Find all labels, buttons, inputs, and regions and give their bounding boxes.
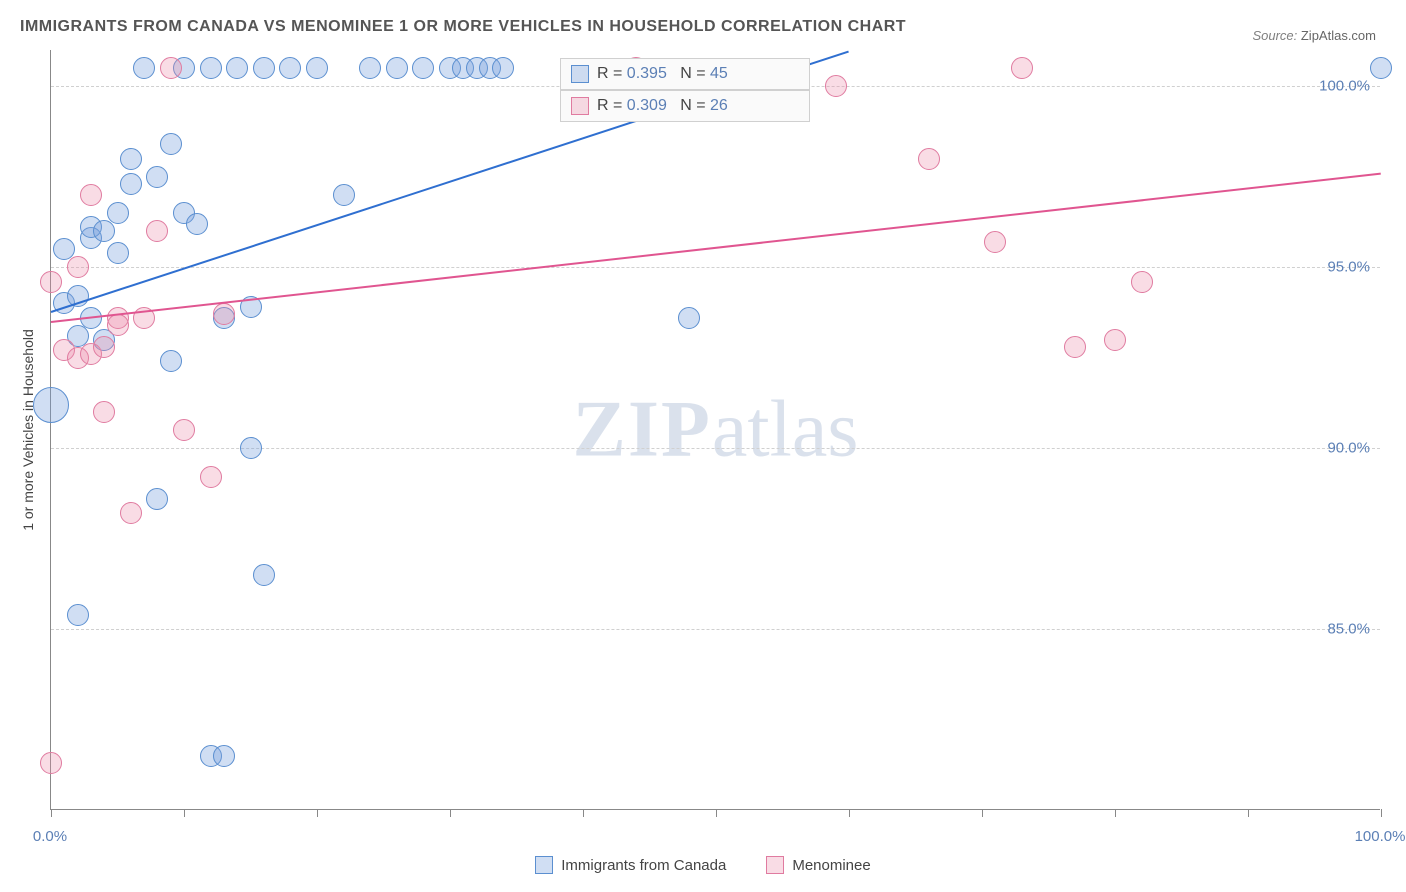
scatter-point [33,387,69,423]
info-text: R = 0.309 N = 26 [597,97,728,115]
scatter-point [1064,336,1086,358]
scatter-point [678,307,700,329]
watermark-atlas: atlas [712,385,859,473]
info-box: R = 0.395 N = 45 [560,58,810,90]
source-value: ZipAtlas.com [1301,28,1376,43]
scatter-point [120,502,142,524]
scatter-point [67,256,89,278]
x-tick [1381,809,1382,817]
scatter-point [173,419,195,441]
scatter-point [984,231,1006,253]
scatter-point [107,202,129,224]
scatter-point [200,57,222,79]
x-tick-label: 0.0% [33,828,67,845]
info-box: R = 0.309 N = 26 [560,90,810,122]
legend-item-canada: Immigrants from Canada [535,856,726,874]
y-axis-label: 1 or more Vehicles in Household [20,329,36,531]
scatter-point [146,220,168,242]
x-tick-label: 100.0% [1355,828,1406,845]
scatter-point [226,57,248,79]
x-tick [1248,809,1249,817]
scatter-point [93,336,115,358]
scatter-point [80,184,102,206]
scatter-point [306,57,328,79]
scatter-point [386,57,408,79]
gridline-h [51,629,1380,630]
source-attribution: Source: ZipAtlas.com [1252,28,1376,43]
scatter-point [40,271,62,293]
scatter-point [200,466,222,488]
x-tick [716,809,717,817]
legend-label-menominee: Menominee [792,857,870,874]
scatter-point [160,57,182,79]
scatter-point [412,57,434,79]
scatter-point [825,75,847,97]
y-tick-label: 85.0% [1327,621,1370,638]
bottom-legend: Immigrants from Canada Menominee [0,856,1406,874]
info-text: R = 0.395 N = 45 [597,65,728,83]
scatter-point [67,604,89,626]
scatter-point [107,314,129,336]
info-swatch [571,97,589,115]
info-swatch [571,65,589,83]
legend-swatch-menominee [766,856,784,874]
scatter-point [253,564,275,586]
scatter-point [93,401,115,423]
scatter-point [213,745,235,767]
scatter-point [133,57,155,79]
scatter-point [918,148,940,170]
x-tick [583,809,584,817]
scatter-point [1370,57,1392,79]
scatter-point [492,57,514,79]
scatter-point [279,57,301,79]
scatter-point [1104,329,1126,351]
x-tick [317,809,318,817]
scatter-point [1131,271,1153,293]
scatter-point [1011,57,1033,79]
x-tick [51,809,52,817]
legend-label-canada: Immigrants from Canada [561,857,726,874]
x-tick [982,809,983,817]
x-tick [184,809,185,817]
scatter-point [253,57,275,79]
scatter-point [146,166,168,188]
x-tick [849,809,850,817]
scatter-point [93,220,115,242]
plot-area: ZIPatlas 85.0% 90.0% 95.0% 100.0% [50,50,1380,810]
scatter-point [120,173,142,195]
watermark-zip: ZIP [573,385,712,473]
scatter-point [146,488,168,510]
legend-item-menominee: Menominee [766,856,870,874]
scatter-point [40,752,62,774]
scatter-point [120,148,142,170]
watermark: ZIPatlas [573,384,859,475]
x-tick [450,809,451,817]
scatter-point [160,350,182,372]
scatter-point [160,133,182,155]
scatter-point [333,184,355,206]
scatter-point [213,303,235,325]
source-label: Source: [1252,28,1300,43]
gridline-h [51,267,1380,268]
chart-title: IMMIGRANTS FROM CANADA VS MENOMINEE 1 OR… [20,18,906,36]
scatter-point [240,437,262,459]
y-tick-label: 95.0% [1327,259,1370,276]
y-tick-label: 100.0% [1319,78,1370,95]
y-tick-label: 90.0% [1327,440,1370,457]
scatter-point [359,57,381,79]
x-tick [1115,809,1116,817]
legend-swatch-canada [535,856,553,874]
scatter-point [107,242,129,264]
scatter-point [186,213,208,235]
